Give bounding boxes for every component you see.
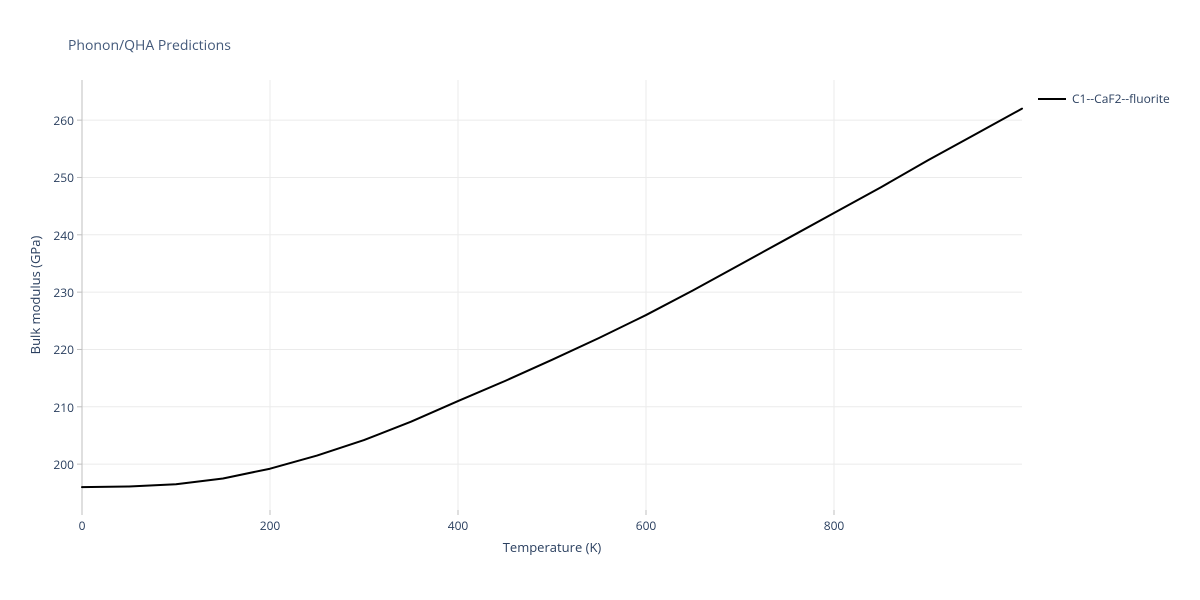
x-tick-label: 400: [443, 517, 473, 534]
x-tick-label: 200: [255, 517, 285, 534]
series-line[interactable]: [82, 109, 1022, 487]
y-tick-label: 200: [42, 456, 74, 473]
x-axis-label: Temperature (K): [82, 538, 1022, 556]
y-tick-label: 250: [42, 169, 74, 186]
y-tick-label: 240: [42, 227, 74, 244]
y-tick-label: 230: [42, 284, 74, 301]
y-tick-label: 220: [42, 341, 74, 358]
legend-item[interactable]: C1--CaF2--fluorite: [1038, 90, 1170, 107]
x-tick-label: 600: [631, 517, 661, 534]
legend-label: C1--CaF2--fluorite: [1072, 90, 1170, 107]
legend-swatch: [1038, 98, 1066, 100]
y-tick-label: 260: [42, 112, 74, 129]
chart-svg: [0, 0, 1200, 600]
x-tick-label: 800: [819, 517, 849, 534]
y-axis-label: Bulk modulus (GPa): [26, 80, 44, 510]
y-tick-label: 210: [42, 399, 74, 416]
x-tick-label: 0: [67, 517, 97, 534]
